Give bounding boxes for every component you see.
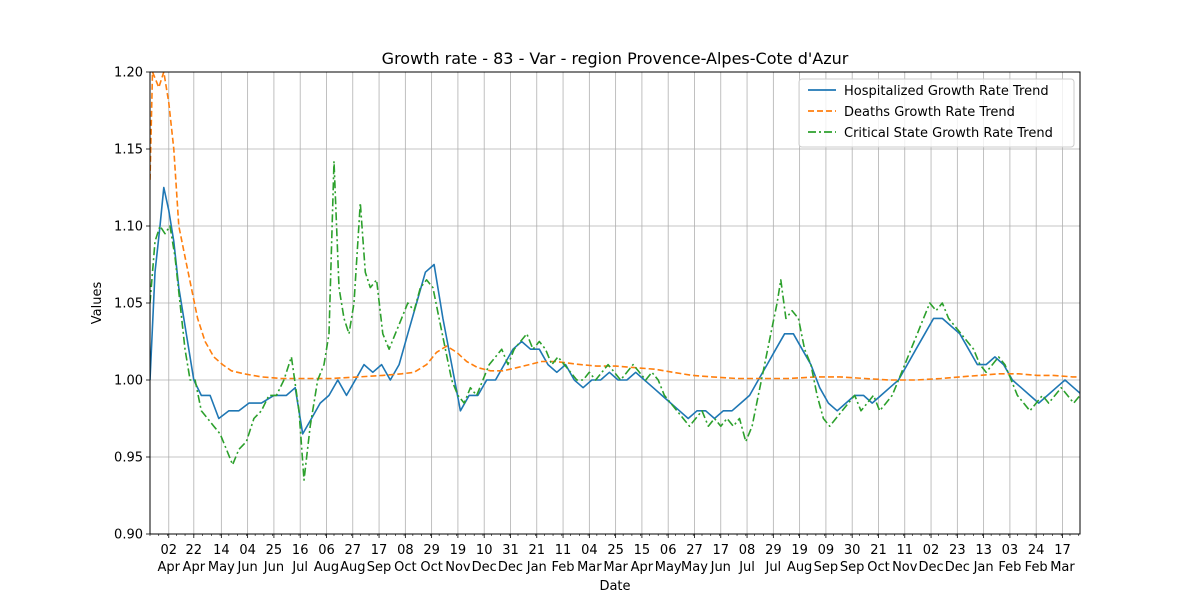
x-axis-label: Date [599,579,630,594]
x-tick-day: 17 [1054,543,1071,558]
x-tick-day: 11 [555,543,572,558]
x-tick-day: 04 [239,543,256,558]
y-tick-label: 1.10 [114,220,143,235]
x-tick-day: 30 [844,543,861,558]
x-tick-month: Apr [183,560,206,575]
x-tick-month: Jun [710,560,731,575]
y-tick-label: 1.20 [114,66,143,81]
x-tick-month: Apr [158,560,181,575]
x-tick-month: Dec [472,560,497,575]
y-tick-label: 1.05 [114,297,143,312]
x-tick-day: 06 [318,543,335,558]
x-tick-month: May [208,560,235,575]
x-tick-month: Oct [867,560,889,575]
x-tick-month: Jul [291,560,308,575]
x-tick-day: 04 [581,543,598,558]
x-tick-day: 29 [423,543,440,558]
x-tick-day: 21 [870,543,887,558]
legend: Hospitalized Growth Rate Trend Deaths Gr… [798,78,1075,148]
x-tick-day: 11 [896,543,913,558]
x-tick-month: Oct [420,560,442,575]
chart-title: Growth rate - 83 - Var - region Provence… [382,49,849,68]
x-tick-month: Feb [998,560,1021,575]
x-tick-day: 19 [791,543,808,558]
x-tick-day: 19 [450,543,467,558]
x-tick-month: May [655,560,682,575]
x-tick-day: 16 [292,543,309,558]
y-tick-label: 1.15 [114,143,143,158]
hospitalized-growth-line [150,186,1080,435]
x-tick-month: Dec [945,560,970,575]
x-tick-day: 22 [186,543,203,558]
x-axis-ticks: 02 Apr 22 Apr 14 May 04 Jun 25 Jun 16 Jul 06 Aug 27 Aug… [149,534,1080,575]
x-tick-day: 06 [660,543,677,558]
x-tick-month: Dec [918,560,943,575]
x-tick-month: Jan [526,560,547,575]
x-tick-day: 31 [502,543,519,558]
y-tick-label: 0.90 [114,528,143,543]
x-tick-month: Oct [394,560,416,575]
x-tick-day: 17 [712,543,729,558]
legend-box [798,78,1075,148]
x-tick-day: 02 [161,543,178,558]
x-tick-month: Aug [340,560,365,575]
x-tick-month: Jun [236,560,257,575]
y-axis-label: Values [90,282,105,325]
x-tick-month: Jan [973,560,994,575]
x-tick-month: Jun [263,560,284,575]
y-axis-ticks: 0.90 0.95 1.00 1.05 1.10 1.15 1.20 [114,66,150,543]
x-tick-day: 09 [818,543,835,558]
x-tick-day: 29 [765,543,782,558]
x-tick-month: Nov [892,560,918,575]
y-tick-label: 0.95 [114,451,143,466]
x-tick-day: 25 [266,543,283,558]
x-tick-month: Jul [738,560,755,575]
x-tick-month: Sep [367,560,392,575]
x-tick-month: May [681,560,708,575]
x-tick-month: Sep [814,560,839,575]
x-tick-month: Jul [764,560,781,575]
x-tick-day: 13 [975,543,992,558]
x-tick-day: 08 [739,543,756,558]
x-tick-month: Feb [1025,560,1048,575]
x-tick-day: 15 [634,543,651,558]
x-tick-day: 25 [607,543,624,558]
x-tick-day: 08 [397,543,414,558]
x-tick-month: Dec [498,560,523,575]
x-tick-day: 27 [686,543,703,558]
x-tick-day: 23 [949,543,966,558]
x-tick-day: 02 [923,543,940,558]
legend-label-hospitalized: Hospitalized Growth Rate Trend [844,84,1049,99]
x-tick-day: 10 [476,543,493,558]
critical-state-growth-line [150,160,1080,481]
x-tick-month: Mar [603,560,628,575]
x-tick-month: Apr [631,560,654,575]
legend-label-deaths: Deaths Growth Rate Trend [844,105,1015,120]
x-tick-day: 24 [1028,543,1045,558]
deaths-growth-line [150,72,1080,381]
legend-label-critical: Critical State Growth Rate Trend [844,126,1053,141]
series-layer [150,72,1080,481]
x-tick-month: Nov [445,560,471,575]
x-tick-day: 14 [213,543,230,558]
x-tick-month: Aug [314,560,339,575]
x-tick-day: 21 [528,543,545,558]
x-tick-day: 03 [1002,543,1019,558]
x-tick-month: Sep [840,560,865,575]
x-tick-month: Mar [1050,560,1075,575]
y-tick-label: 1.00 [114,374,143,389]
x-tick-day: 27 [344,543,361,558]
x-tick-day: 17 [371,543,388,558]
x-tick-month: Aug [787,560,812,575]
x-tick-month: Feb [552,560,575,575]
x-tick-month: Mar [577,560,602,575]
